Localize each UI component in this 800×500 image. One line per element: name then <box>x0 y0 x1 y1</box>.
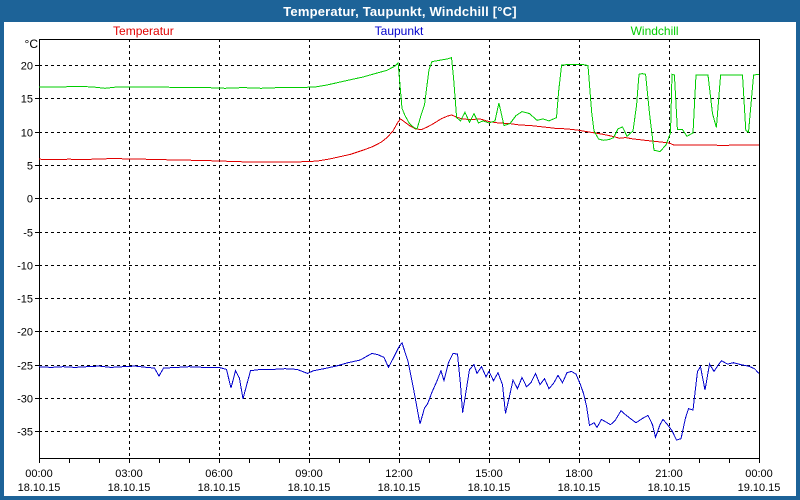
x-time-label: 12:00 <box>385 468 413 480</box>
legend-item-windchill: Windchill <box>630 24 679 38</box>
y-tick-label: 10 <box>21 128 33 140</box>
x-date-label: 18.10.15 <box>378 482 421 494</box>
window-title: Temperatur, Taupunkt, Windchill [°C] <box>283 3 517 19</box>
x-date-label: 18.10.15 <box>648 482 691 494</box>
plot-frame <box>39 39 760 459</box>
x-time-label: 21:00 <box>655 468 683 480</box>
x-date-label: 18.10.15 <box>558 482 601 494</box>
legend-item-temperatur: Temperatur <box>113 24 174 38</box>
x-date-label: 18.10.15 <box>468 482 511 494</box>
y-axis-unit-label: °C <box>24 37 38 51</box>
x-time-label: 18:00 <box>565 468 593 480</box>
x-date-label: 18.10.15 <box>108 482 151 494</box>
series-windchill <box>39 57 760 153</box>
x-time-label: 09:00 <box>295 468 323 480</box>
x-time-label: 03:00 <box>115 468 143 480</box>
chart-area: Temperatur Taupunkt Windchill °C 20 15 10 5 0 -… <box>4 22 796 496</box>
x-date-label: 18.10.15 <box>198 482 241 494</box>
x-date-label: 18.10.15 <box>288 482 331 494</box>
legend-item-taupunkt: Taupunkt <box>374 24 424 38</box>
series-temperatur <box>38 114 759 163</box>
y-tick-label: 0 <box>27 194 33 206</box>
y-tick-label: 5 <box>27 161 33 173</box>
y-tick-label: -15 <box>17 294 33 306</box>
series-taupunkt <box>38 341 760 441</box>
x-time-label: 00:00 <box>25 468 53 480</box>
x-date-label: 18.10.15 <box>18 482 61 494</box>
x-time-label: 15:00 <box>475 468 503 480</box>
y-tick-label: -20 <box>17 327 33 339</box>
y-tick-label: -25 <box>17 361 33 373</box>
y-tick-label: -35 <box>17 427 33 439</box>
x-time-label: 06:00 <box>205 468 233 480</box>
title-bar: Temperatur, Taupunkt, Windchill [°C] <box>0 0 800 22</box>
y-tick-label: -10 <box>17 261 33 273</box>
y-tick-label: -30 <box>17 394 33 406</box>
y-tick-label: -5 <box>23 228 33 240</box>
x-date-label: 19.10.15 <box>738 482 781 494</box>
plot-canvas: 20 15 10 5 0 -5 -10 -15 -20 -25 -30 -35 00:00 18.10.1… <box>17 39 781 494</box>
y-tick-label: 15 <box>21 94 33 106</box>
x-time-label: 00:00 <box>745 468 773 480</box>
y-tick-label: 20 <box>21 61 33 73</box>
